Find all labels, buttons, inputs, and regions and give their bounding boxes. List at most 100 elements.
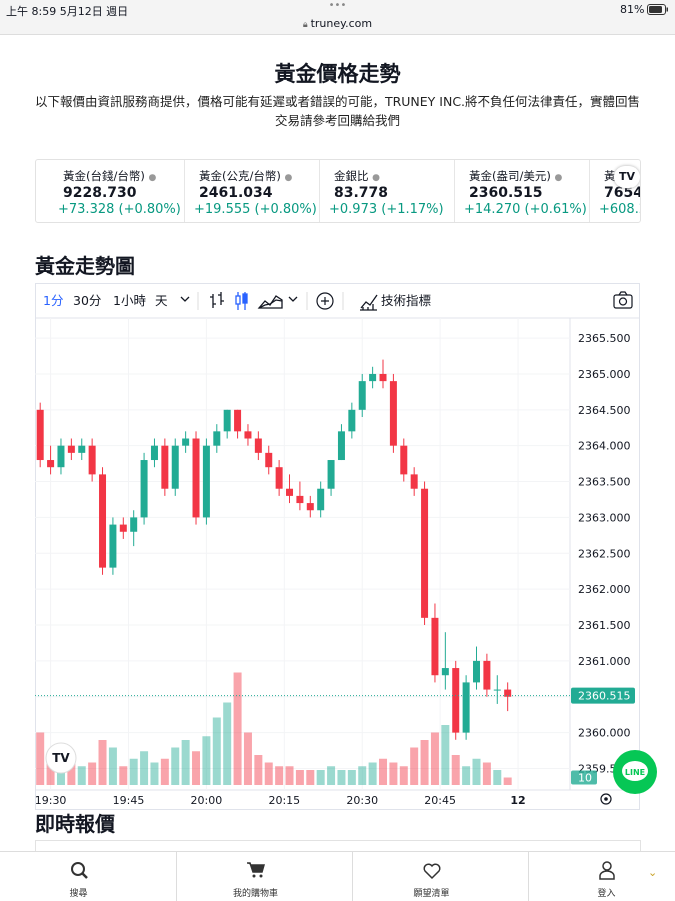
chevron[interactable]: [288, 296, 298, 302]
volume-bar: [88, 762, 97, 785]
toolbar: 1分 30分 1小時天 技術指標: [43, 291, 633, 311]
ticker[interactable]: 黃金(盎司/美元) ● 2360.515 +14.270 (+0.61%): [454, 160, 589, 222]
ticker-change: +608.21: [599, 202, 640, 217]
ticker[interactable]: 金銀比 ● 83.778 +0.973 (+1.17%): [319, 160, 454, 222]
quote-box: [35, 840, 641, 852]
nav-item[interactable]: 登入: [528, 852, 675, 901]
candle-icon[interactable]: [235, 292, 248, 310]
nav-icon: [423, 863, 440, 880]
ticker-price: 76546: [604, 185, 640, 201]
ticker[interactable]: 黃金(台錢/台幣) ● 9228.730 +73.328 (+0.80%): [49, 160, 183, 222]
y-tick-label: 2361.500: [578, 619, 631, 632]
line-label: LINE: [625, 768, 645, 777]
volume-bar: [451, 755, 460, 785]
dot: ●: [148, 173, 157, 183]
section-title: 黃金走勢圖: [35, 254, 135, 278]
volume-bar: [67, 762, 76, 785]
nav-label: 搜尋: [69, 889, 88, 899]
volume-bar: [295, 770, 304, 785]
volume-bar: [264, 762, 273, 785]
interval[interactable]: 1分: [43, 293, 63, 308]
candle-body: [47, 460, 55, 468]
candle-body: [369, 373, 377, 382]
volume-bar: [379, 758, 388, 785]
ticker-price: 83.778: [334, 185, 389, 201]
volume-bar: [306, 770, 315, 785]
line-button[interactable]: LINE: [612, 749, 660, 797]
url-text: truney.com: [310, 17, 373, 30]
indicators[interactable]: 技術指標: [381, 293, 432, 308]
tv-badge: TV: [614, 166, 640, 188]
nav-item[interactable]: 願望清單: [352, 852, 510, 901]
candle-body: [473, 660, 481, 683]
volume-bar: [46, 755, 55, 785]
volume-bar: [223, 702, 232, 785]
nav-toggle[interactable]: ⌄: [648, 866, 658, 879]
candle-body: [441, 668, 449, 676]
status-bar: 上午 8:59 5月12日 週日 ••• 🔒︎ truney.com 81%: [0, 0, 675, 35]
x-tick-label: 19:30: [35, 794, 66, 807]
volume-bar: [399, 766, 408, 785]
candle-body: [504, 689, 512, 697]
volume-bar: [160, 758, 169, 785]
status-time: 上午 8:59 5月12日 週日: [6, 5, 129, 18]
candle-body: [119, 524, 127, 532]
section-title: 即時報價: [35, 812, 115, 836]
y-tick-label: 2362.000: [578, 583, 631, 596]
interval[interactable]: 30分: [73, 293, 101, 308]
interval[interactable]: 1小時: [113, 293, 146, 308]
y-tick-label: 2364.000: [578, 440, 631, 453]
candle-body: [57, 445, 65, 468]
indicator-icon[interactable]: [360, 294, 378, 311]
svg-text:TV: TV: [52, 751, 70, 765]
url[interactable]: 🔒︎ truney.com: [302, 17, 373, 30]
volume-bar: [36, 732, 45, 785]
candle-body: [483, 660, 491, 690]
volume-bar: [316, 770, 325, 785]
candle-body: [234, 409, 242, 432]
nav-item[interactable]: 搜尋: [0, 852, 157, 901]
bottom-nav: 搜尋 我的購物車 願望清單 登入: [0, 851, 675, 901]
volume-bar: [410, 747, 419, 785]
candle-body: [358, 381, 366, 410]
add-icon[interactable]: [316, 292, 334, 310]
volume-bar: [129, 758, 138, 785]
volume-bar: [358, 766, 367, 785]
candle-body: [275, 467, 283, 489]
candle-body: [327, 460, 335, 489]
interval[interactable]: 天: [155, 293, 168, 308]
bar-icon[interactable]: [210, 292, 224, 308]
candle-body: [202, 445, 210, 518]
volume-label: 10: [578, 772, 592, 785]
camera-icon[interactable]: [613, 291, 633, 309]
volume-bar: [212, 717, 221, 785]
candle-body: [462, 682, 470, 733]
nav-item[interactable]: 我的購物車: [176, 852, 334, 901]
ticker-name: 黃金(公克/台幣) ●: [199, 169, 293, 183]
y-tick-label: 2363.000: [578, 511, 631, 524]
candle-body: [150, 445, 158, 461]
candle-body: [296, 495, 304, 504]
volume-bar: [150, 762, 159, 785]
settings-icon[interactable]: [600, 793, 612, 805]
candle-body: [493, 689, 501, 691]
candle-body: [161, 445, 169, 489]
ticker-change: +14.270 (+0.61%): [464, 202, 587, 217]
volume-bar: [420, 740, 429, 785]
chevron[interactable]: [180, 296, 190, 302]
volume-bar: [337, 770, 346, 785]
dot: ●: [284, 173, 293, 183]
candle-body: [337, 431, 345, 461]
volume-tag: [571, 770, 597, 785]
candle-body: [410, 474, 418, 489]
volume-bar: [108, 747, 117, 785]
ticker[interactable]: 黃金(公克/台幣) ● 2461.034 +19.555 (+0.80%): [184, 160, 319, 222]
ticker-price: 9228.730: [63, 185, 137, 201]
volume-bar: [98, 740, 107, 785]
y-tick-label: 2364.500: [578, 404, 631, 417]
volume-bar: [77, 766, 86, 785]
volume-bar: [327, 766, 336, 785]
volume-bar: [347, 770, 356, 785]
candle-body: [348, 409, 356, 432]
area-icon[interactable]: [257, 295, 283, 309]
